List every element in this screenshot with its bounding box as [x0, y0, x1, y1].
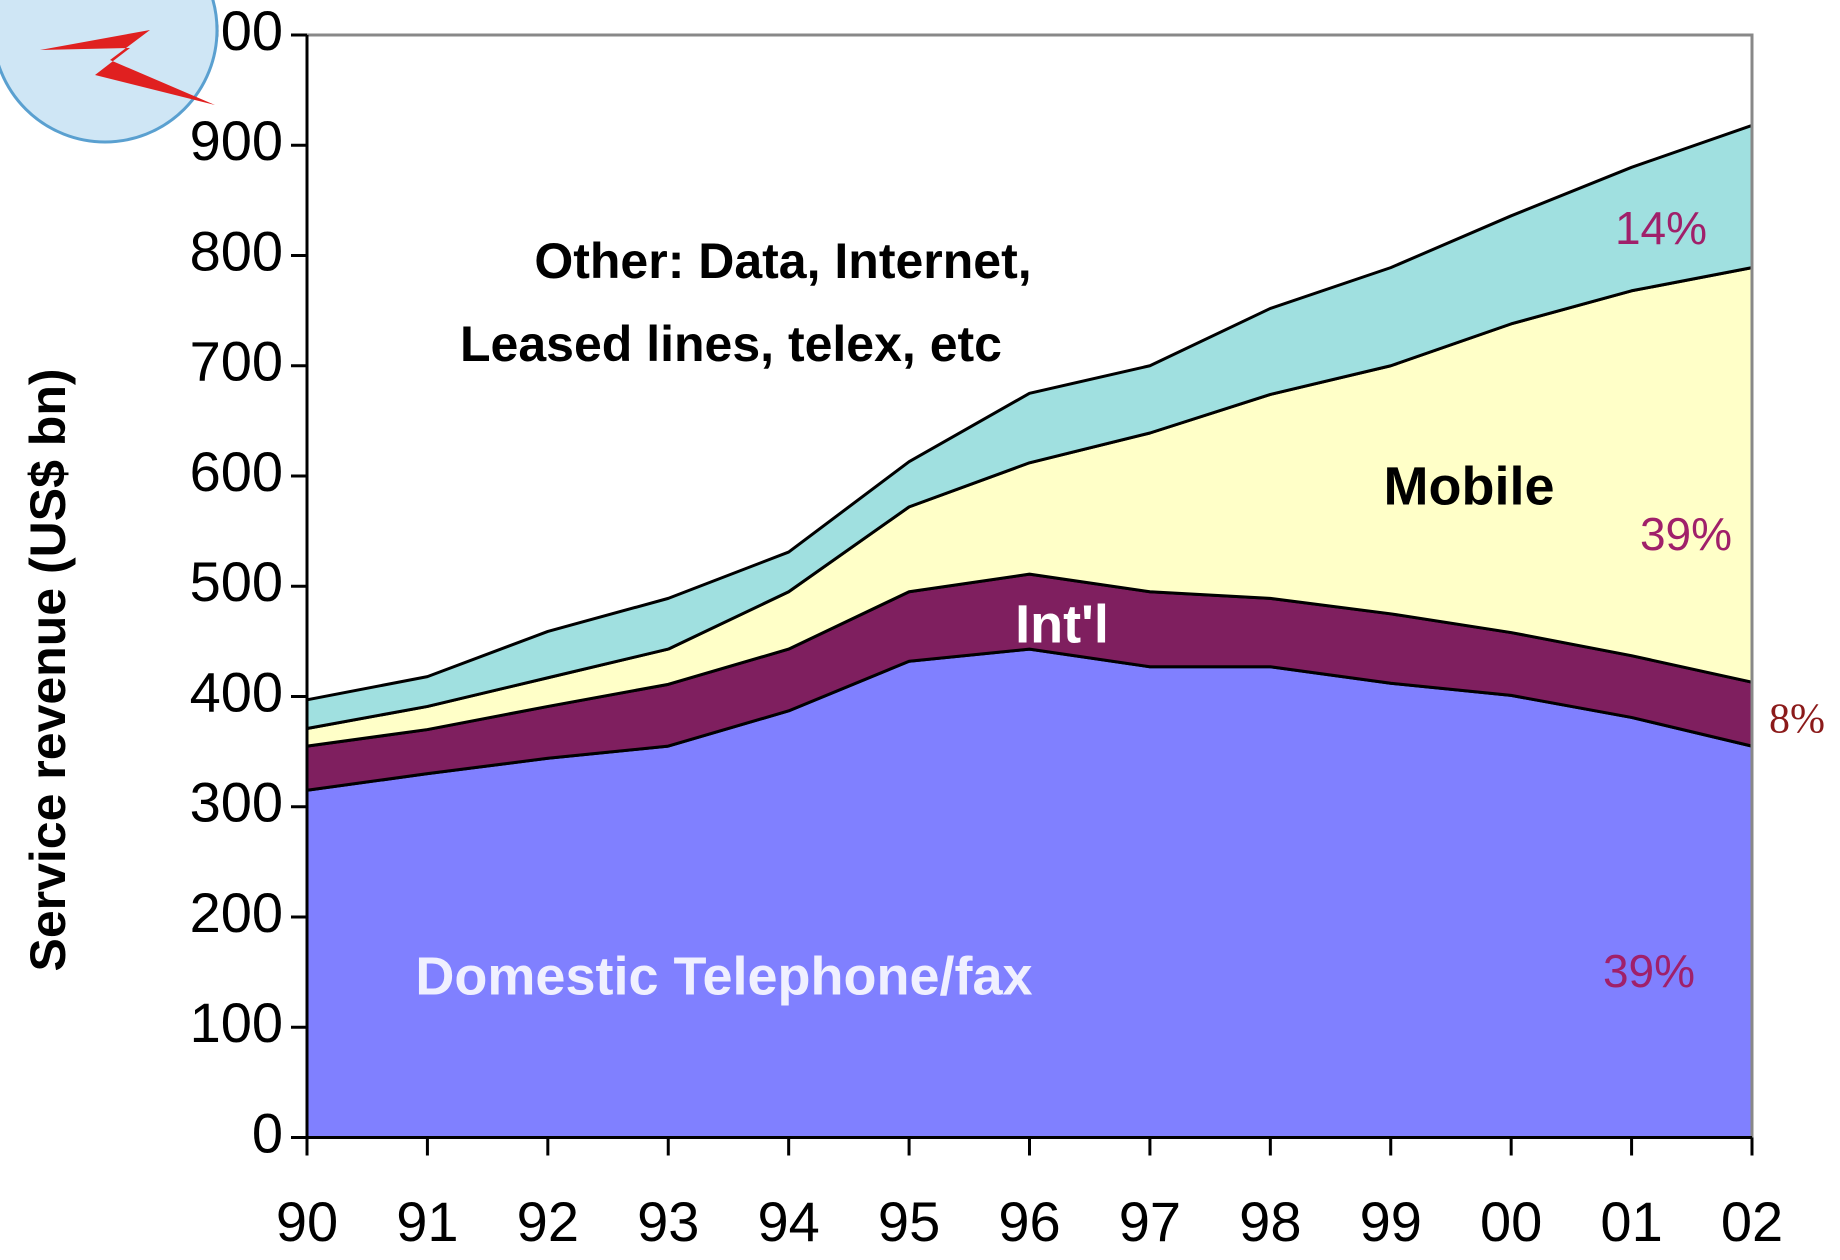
y-tick-label: 400 — [190, 660, 283, 723]
x-tick-label: 98 — [1239, 1190, 1301, 1253]
plot-frame — [307, 33, 1754, 1138]
annotation: 14% — [1615, 202, 1707, 254]
x-tick-label: 90 — [276, 1190, 338, 1253]
y-tick-label: 300 — [190, 771, 283, 834]
x-tick-label: 00 — [1480, 1190, 1542, 1253]
y-tick-label: 700 — [190, 330, 283, 393]
x-tick-label: 97 — [1119, 1190, 1181, 1253]
annotation: Domestic Telephone/fax — [415, 946, 1032, 1006]
annotation: 39% — [1640, 508, 1732, 560]
annotation: Mobile — [1384, 456, 1555, 516]
x-tick-label: 91 — [396, 1190, 458, 1253]
y-tick-label: 900 — [190, 109, 283, 172]
annotation: Other: Data, Internet, — [534, 233, 1031, 289]
y-tick-label: 100 — [190, 991, 283, 1054]
x-tick-label: 92 — [517, 1190, 579, 1253]
x-tick-label: 99 — [1360, 1190, 1422, 1253]
annotation: Leased lines, telex, etc — [460, 316, 1002, 372]
x-tick-label: 94 — [758, 1190, 820, 1253]
y-tick-label: 800 — [190, 219, 283, 282]
x-tick-label: 01 — [1600, 1190, 1662, 1253]
annotation: 39% — [1603, 945, 1695, 997]
logo-bolt — [40, 30, 215, 105]
annotation: 8% — [1769, 697, 1825, 743]
y-axis-label: Service revenue (US$ bn) — [20, 368, 76, 971]
y-tick-label: 600 — [190, 440, 283, 503]
annotation: Int'l — [1015, 594, 1109, 654]
y-tick-label: 200 — [190, 881, 283, 944]
x-tick-label: 95 — [878, 1190, 940, 1253]
logo — [0, 0, 219, 144]
y-tick-label: 500 — [190, 550, 283, 613]
x-tick-label: 02 — [1721, 1190, 1783, 1253]
y-tick-label: 0 — [252, 1101, 283, 1164]
x-tick-label: 96 — [998, 1190, 1060, 1253]
x-tick-label: 93 — [637, 1190, 699, 1253]
